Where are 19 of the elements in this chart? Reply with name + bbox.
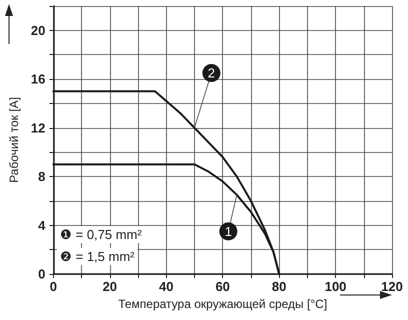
y-tick-label: 20 (30, 22, 46, 38)
x-tick-label: 0 (50, 279, 57, 294)
y-tick-label: 4 (38, 218, 46, 233)
x-tick-label: 100 (324, 279, 346, 294)
x-tick-label: 120 (381, 279, 403, 294)
y-tick-label: 0 (38, 266, 46, 282)
x-tick-label: 40 (159, 279, 174, 294)
annotation: ❶ = 0,75 mm² (60, 227, 142, 242)
x-axis-title: Температура окружающей среды [°C] (118, 296, 328, 311)
x-tick-label: 60 (215, 279, 230, 294)
y-tick-label: 16 (30, 72, 46, 87)
y-tick-label: 12 (30, 120, 46, 136)
y-axis-title: Рабочий ток [A] (7, 97, 21, 183)
series-label: 1 (224, 224, 232, 239)
x-tick-label: 20 (102, 279, 118, 294)
annotation: ❷ = 1,5 mm² (60, 249, 136, 264)
x-tick-label: 80 (272, 279, 286, 294)
text: 2 (208, 66, 216, 80)
y-tick-label: 8 (38, 169, 46, 184)
